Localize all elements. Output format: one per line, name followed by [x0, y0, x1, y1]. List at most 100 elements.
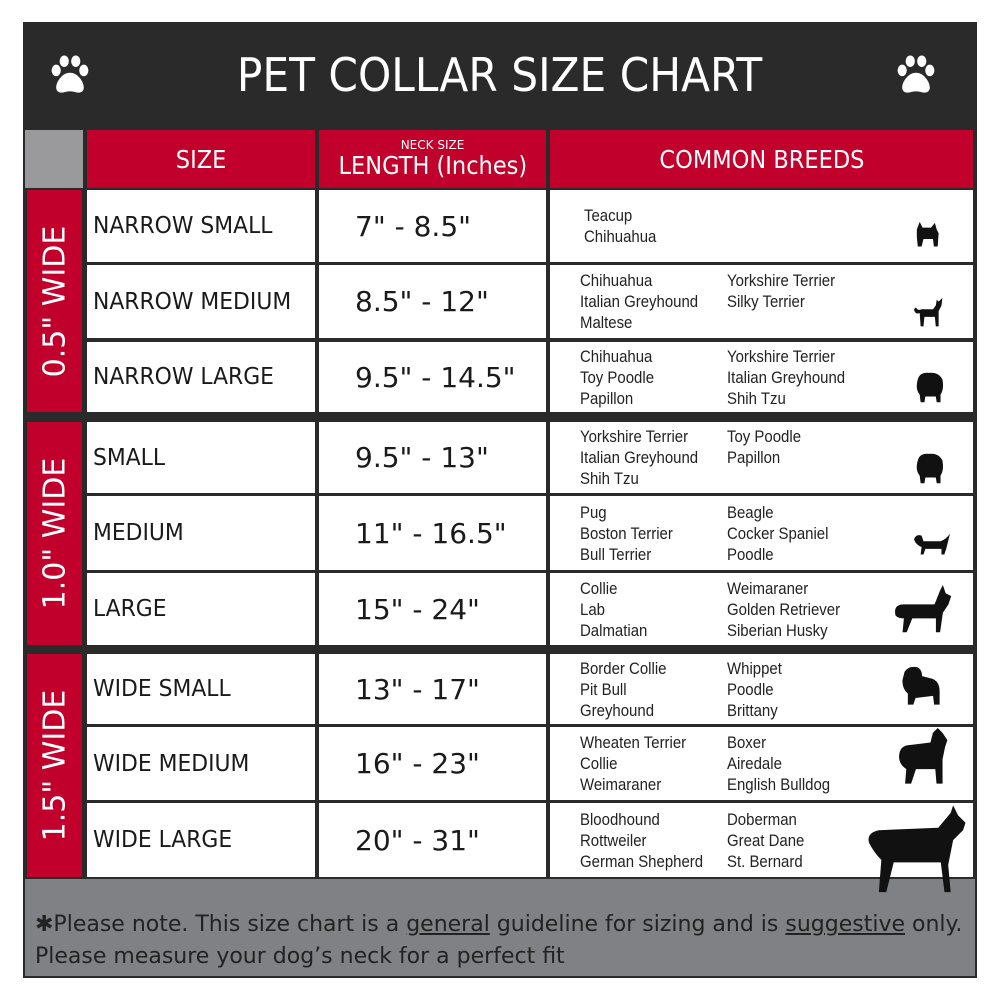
breeds-column-1: Wheaten Terrier Collie Weimaraner [580, 732, 686, 795]
breed-name: English Bulldog [727, 775, 831, 794]
size-chart: PET COLLAR SIZE CHART SIZE NECK SIZE LENG… [23, 22, 977, 978]
size-label: WIDE MEDIUM [93, 750, 250, 777]
breed-name: Weimaraner [580, 775, 662, 794]
breeds-column-2: Weimaraner Golden Retriever Siberian Husky [727, 578, 840, 641]
size-cell: SMALL [87, 422, 315, 493]
length-value: 8.5" - 12" [355, 285, 489, 318]
pomeranian-silhouette-icon [916, 453, 944, 484]
length-value: 20" - 31" [355, 823, 480, 857]
breed-name: Maltese [580, 313, 633, 332]
length-cell: 9.5" - 13" [319, 422, 546, 493]
width-group-text: 1.5" WIDE [37, 689, 72, 842]
width-group-text: 1.0" WIDE [37, 457, 72, 610]
note-line-2: Please measure your dog’s neck for a per… [35, 944, 565, 969]
breed-name: Papillon [580, 389, 634, 408]
length-cell: 7" - 8.5" [319, 190, 546, 262]
breed-name: Greyhound [580, 701, 655, 720]
breed-name: Italian Greyhound [580, 292, 699, 311]
breeds-column-1: Bloodhound Rottweiler German Shepherd [580, 809, 703, 872]
chihuahua-silhouette-icon [914, 297, 943, 327]
breed-name: Yorkshire Terrier [727, 271, 836, 290]
note-text: guideline for sizing and is [489, 912, 786, 937]
note-general: general [406, 912, 490, 937]
size-cell: NARROW MEDIUM [87, 265, 315, 338]
length-cell: 16" - 23" [319, 727, 546, 800]
header-breeds-label: COMMON BREEDS [658, 144, 865, 174]
breed-name: St. Bernard [727, 852, 803, 871]
header-neck-size-label: NECK SIZE [400, 137, 465, 152]
breed-name: Brittany [727, 701, 778, 720]
breed-name: Rottweiler [580, 831, 647, 850]
breeds-column-1: Yorkshire Terrier Italian Greyhound Shih T… [580, 426, 698, 489]
breeds-column-1: Teacup Chihuahua [584, 205, 656, 247]
length-value: 9.5" - 13" [355, 441, 489, 474]
length-cell: 9.5" - 14.5" [319, 342, 546, 412]
size-label: NARROW SMALL [93, 213, 273, 239]
breed-name: Teacup [584, 206, 633, 225]
breeds-column-2: Doberman Great Dane St. Bernard [727, 809, 804, 872]
corner-cell [25, 130, 83, 188]
breed-name: Italian Greyhound [580, 448, 699, 467]
size-cell: LARGE [87, 573, 315, 645]
breeds-column-1: Chihuahua Italian Greyhound Maltese [580, 270, 698, 333]
bulldog-silhouette-icon [902, 666, 940, 705]
breed-name: Airedale [727, 754, 782, 773]
breed-name: Great Dane [727, 831, 805, 850]
breed-name: Poodle [727, 680, 774, 699]
breeds-column-1: Pug Boston Terrier Bull Terrier [580, 502, 673, 565]
breeds-column-2: Toy Poodle Papillon [727, 426, 801, 468]
breed-name: Shih Tzu [727, 389, 786, 408]
length-cell: 8.5" - 12" [319, 265, 546, 338]
dachshund-silhouette-icon [914, 533, 950, 555]
length-cell: 11" - 16.5" [319, 496, 546, 570]
size-cell: NARROW SMALL [87, 190, 315, 262]
note-text: ✱Please note. This size chart is a [35, 912, 407, 937]
length-value: 13" - 17" [355, 672, 480, 706]
chart-title: PET COLLAR SIZE CHART [237, 48, 763, 102]
breed-name: Golden Retriever [727, 600, 841, 619]
breed-name: Pit Bull [580, 680, 627, 699]
length-value: 11" - 16.5" [355, 516, 507, 550]
breeds-column-2: Yorkshire Terrier Silky Terrier [727, 270, 835, 312]
breed-name: Chihuahua [584, 227, 657, 246]
size-label: NARROW LARGE [93, 364, 274, 390]
size-label: WIDE LARGE [93, 827, 233, 853]
length-value: 9.5" - 14.5" [355, 360, 516, 394]
size-label: LARGE [93, 596, 167, 622]
length-cell: 20" - 31" [319, 803, 546, 877]
paw-icon [897, 55, 935, 93]
breed-name: Bull Terrier [580, 545, 652, 564]
header-size-label: SIZE [175, 144, 227, 174]
breed-name: Wheaten Terrier [580, 733, 687, 752]
breed-name: Boxer [727, 733, 767, 752]
breed-name: Yorkshire Terrier [580, 427, 689, 446]
breeds-column-1: Chihuahua Toy Poodle Papillon [580, 346, 654, 409]
header-length-label: LENGTH (Inches) [338, 150, 527, 180]
breed-name: Collie [580, 754, 618, 773]
breed-name: Siberian Husky [727, 621, 828, 640]
breed-name: Chihuahua [580, 347, 653, 366]
breed-name: Cocker Spaniel [727, 524, 829, 543]
breeds-column-2: Yorkshire Terrier Italian Greyhound Shih T… [727, 346, 845, 409]
width-group-label: 0.5" WIDE [27, 190, 82, 412]
breeds-column-1: Collie Lab Dalmatian [580, 578, 647, 641]
breed-name: Lab [580, 600, 605, 619]
breed-name: Toy Poodle [727, 427, 802, 446]
breeds-cell: Teacup Chihuahua [550, 190, 973, 262]
header-length: NECK SIZE LENGTH (Inches) [319, 130, 546, 188]
length-cell: 13" - 17" [319, 654, 546, 724]
width-group-text: 0.5" WIDE [37, 225, 72, 377]
breed-name: Pug [580, 503, 607, 522]
size-cell: MEDIUM [87, 496, 315, 570]
breeds-cell: Border Collie Pit Bull Greyhound Whippet Poo… [550, 654, 973, 724]
breeds-column-2: Whippet Poodle Brittany [727, 658, 782, 721]
header-breeds: COMMON BREEDS [550, 130, 973, 188]
note-suggestive: suggestive [785, 912, 905, 937]
breed-name: Poodle [727, 545, 774, 564]
breed-name: Toy Poodle [580, 368, 655, 387]
breed-name: Whippet [727, 659, 782, 678]
size-cell: WIDE MEDIUM [87, 727, 315, 800]
breed-name: Papillon [727, 448, 781, 467]
shepherd-silhouette-icon [895, 584, 952, 633]
breed-name: Beagle [727, 503, 774, 522]
